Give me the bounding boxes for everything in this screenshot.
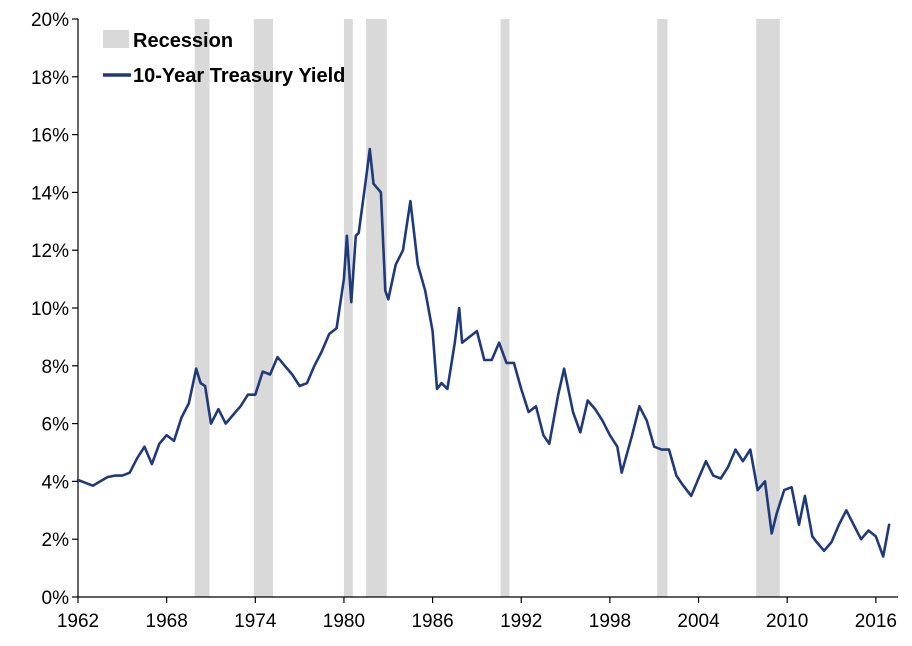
- y-tick-label: 0%: [42, 588, 70, 609]
- y-tick-label: 2%: [42, 530, 70, 551]
- recession-band: [756, 19, 780, 597]
- x-tick-label: 1992: [500, 611, 542, 632]
- y-tick-label: 12%: [31, 241, 69, 262]
- y-tick-label: 4%: [42, 472, 70, 493]
- x-tick-label: 1980: [323, 611, 365, 632]
- y-tick-label: 18%: [31, 68, 69, 89]
- x-axis-ticks: 1962 1968 1974 1980 1986 1992 1998 2004 2010 2016: [57, 597, 897, 632]
- x-tick-label: 2016: [855, 611, 897, 632]
- x-tick-label: 1998: [589, 611, 631, 632]
- recession-band: [343, 19, 353, 597]
- y-tick-label: 6%: [42, 415, 70, 436]
- x-tick-label: 1974: [234, 611, 277, 632]
- recession-band: [194, 19, 210, 597]
- legend: Recession 10-Year Treasury Yield: [103, 30, 345, 87]
- y-tick-label: 14%: [31, 183, 69, 204]
- x-tick-label: 1968: [146, 611, 188, 632]
- y-tick-label: 8%: [42, 357, 70, 378]
- y-tick-label: 20%: [31, 10, 69, 31]
- legend-label-yield: 10-Year Treasury Yield: [133, 65, 345, 87]
- recession-band: [366, 19, 387, 597]
- series-line-10-year-treasury-yield: [76, 147, 891, 558]
- x-tick-label: 2010: [766, 611, 808, 632]
- x-tick-label: 1962: [57, 611, 99, 632]
- y-axis-ticks: 0% 2% 4% 6% 8% 10% 12% 14% 16% 18% 20%: [31, 10, 78, 609]
- legend-swatch-recession: [103, 30, 129, 48]
- y-tick-label: 10%: [31, 299, 69, 320]
- recession-band: [253, 19, 274, 597]
- recession-bands: [194, 19, 780, 597]
- recession-band: [500, 19, 510, 597]
- x-tick-label: 2004: [677, 611, 720, 632]
- x-tick-label: 1986: [411, 611, 453, 632]
- series-layer: [76, 147, 891, 558]
- y-tick-label: 16%: [31, 126, 69, 147]
- recession-band: [657, 19, 668, 597]
- legend-label-recession: Recession: [133, 30, 233, 52]
